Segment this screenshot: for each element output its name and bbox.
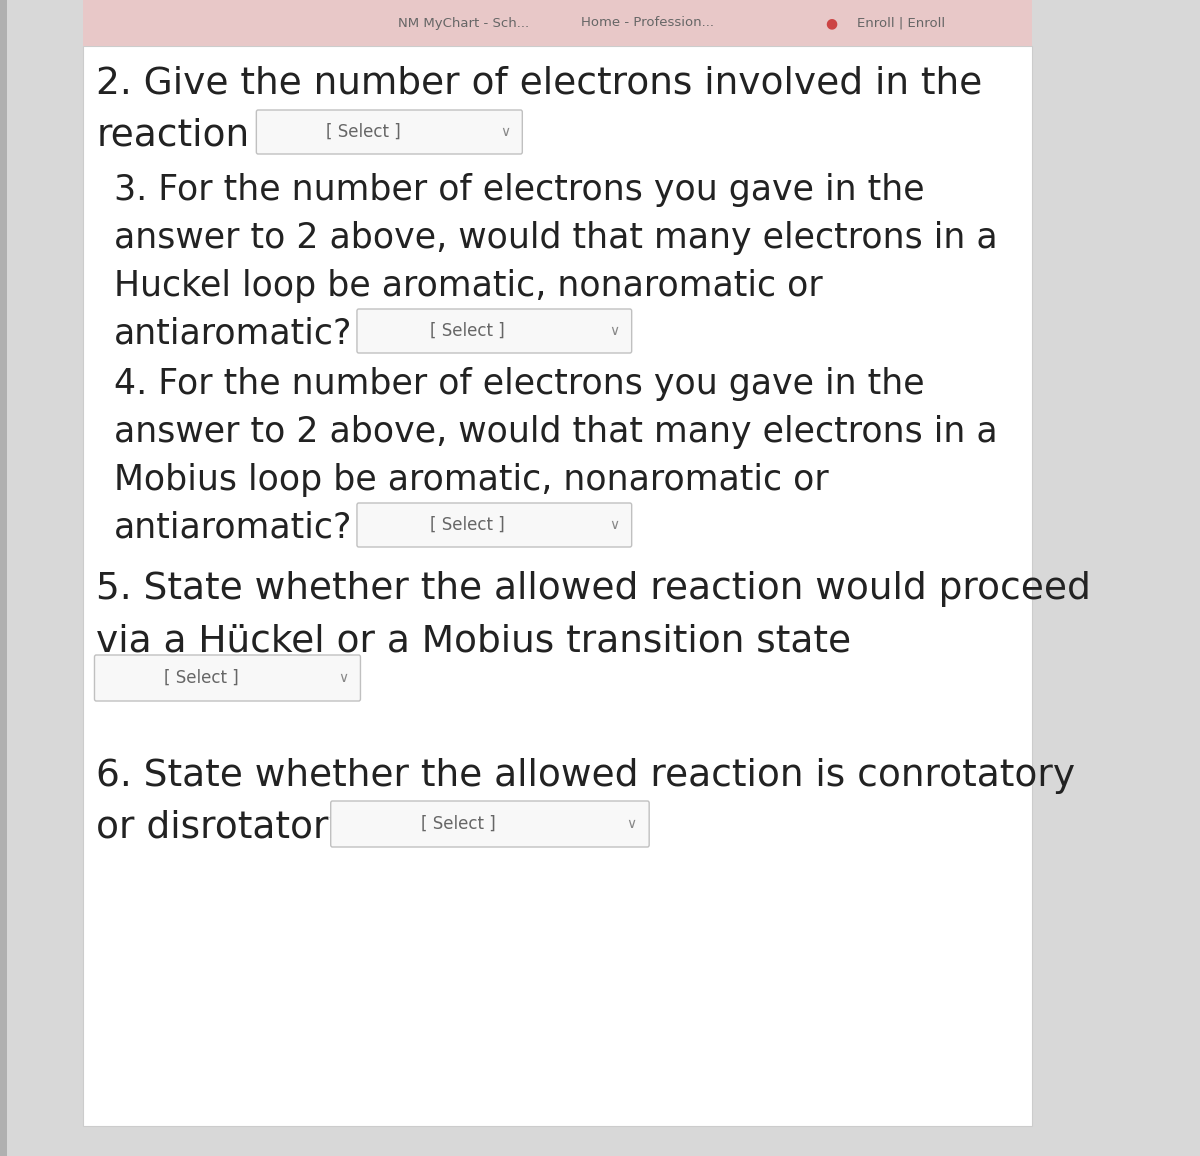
Text: ∨: ∨ [499,125,510,139]
Text: via a Hückel or a Mobius transition state: via a Hückel or a Mobius transition stat… [96,623,851,659]
Text: reaction: reaction [96,118,250,154]
FancyBboxPatch shape [356,503,631,547]
Text: Enroll | Enroll: Enroll | Enroll [857,16,946,30]
Text: [ Select ]: [ Select ] [430,516,504,534]
FancyBboxPatch shape [257,110,522,154]
FancyBboxPatch shape [0,0,7,1156]
Text: answer to 2 above, would that many electrons in a: answer to 2 above, would that many elect… [114,415,997,449]
Text: ∨: ∨ [338,670,348,686]
Text: [ Select ]: [ Select ] [325,123,401,141]
Text: ●: ● [826,16,838,30]
FancyBboxPatch shape [356,309,631,353]
Text: 2. Give the number of electrons involved in the: 2. Give the number of electrons involved… [96,66,983,102]
FancyBboxPatch shape [95,655,360,701]
Text: 6. State whether the allowed reaction is conrotatory: 6. State whether the allowed reaction is… [96,758,1075,794]
Text: answer to 2 above, would that many electrons in a: answer to 2 above, would that many elect… [114,221,997,255]
Text: [ Select ]: [ Select ] [430,323,504,340]
Text: Mobius loop be aromatic, nonaromatic or: Mobius loop be aromatic, nonaromatic or [114,464,828,497]
Text: or disrotatory: or disrotatory [96,810,350,846]
Text: ∨: ∨ [610,324,619,338]
Text: 5. State whether the allowed reaction would proceed: 5. State whether the allowed reaction wo… [96,571,1091,607]
Text: [ Select ]: [ Select ] [164,669,239,687]
Text: Home - Profession...: Home - Profession... [581,16,714,30]
Text: 3. For the number of electrons you gave in the: 3. For the number of electrons you gave … [114,173,924,207]
Text: antiaromatic?: antiaromatic? [114,511,352,544]
Text: [ Select ]: [ Select ] [421,815,496,833]
Text: antiaromatic?: antiaromatic? [114,317,352,351]
FancyBboxPatch shape [83,46,1032,1126]
Text: 4. For the number of electrons you gave in the: 4. For the number of electrons you gave … [114,366,924,401]
Text: NM MyChart - Sch...: NM MyChart - Sch... [398,16,529,30]
Text: ∨: ∨ [610,518,619,532]
FancyBboxPatch shape [83,0,1032,46]
Text: Huckel loop be aromatic, nonaromatic or: Huckel loop be aromatic, nonaromatic or [114,269,822,303]
FancyBboxPatch shape [331,801,649,847]
Text: ∨: ∨ [626,817,637,831]
